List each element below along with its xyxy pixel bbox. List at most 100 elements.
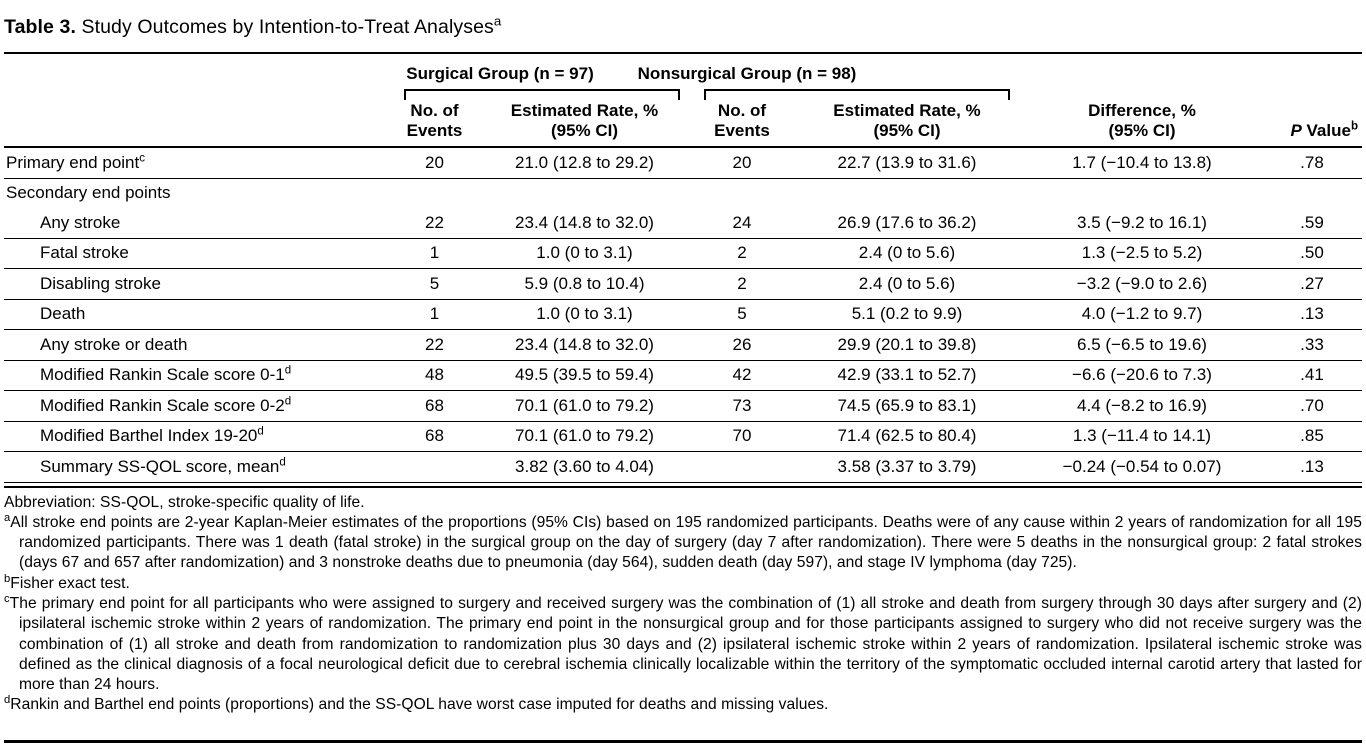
table-row-any-stroke-or-death: Any stroke or death 22 23.4 (14.8 to 32.… — [4, 330, 1362, 361]
p-value-cell: .59 — [1300, 212, 1324, 232]
footnote-c: cThe primary end point for all participa… — [4, 592, 1362, 694]
footnote-a-marker: a — [4, 511, 11, 524]
nonsurgical-events-cell: 2 — [737, 243, 747, 263]
table-title: Table 3. Study Outcomes by Intention-to-… — [4, 0, 1362, 52]
surgical-rate-cell: 5.9 (0.8 to 10.4) — [524, 273, 645, 293]
nonsurgical-events-cell: 42 — [732, 365, 752, 385]
difference-cell: −3.2 (−9.0 to 2.6) — [1076, 273, 1208, 293]
nonsurgical-events-cell: 26 — [732, 334, 752, 354]
col-header-nonsurgical-rate: Estimated Rate, % (95% CI) — [833, 101, 981, 140]
difference-cell: 4.0 (−1.2 to 9.7) — [1081, 304, 1203, 324]
difference-cell: 1.3 (−2.5 to 5.2) — [1081, 243, 1203, 263]
col-header-p-value: P Valueb — [1290, 120, 1358, 140]
difference-cell: −6.6 (−20.6 to 7.3) — [1072, 365, 1212, 385]
surgical-rate-cell: 1.0 (0 to 3.1) — [536, 304, 633, 324]
group-bracket-row — [4, 87, 1362, 100]
footnote-c-marker: c — [4, 592, 10, 605]
footnotes: Abbreviation: SS-QOL, stroke-specific qu… — [4, 490, 1362, 716]
bottom-rule — [4, 740, 1362, 743]
row-label: Modified Rankin Scale score 0-1d — [40, 364, 292, 385]
footnote-d-marker: d — [4, 694, 11, 707]
row-label: Modified Barthel Index 19-20d — [40, 425, 264, 446]
row-footnote-marker: d — [257, 425, 264, 438]
surgical-rate-cell: 49.5 (39.5 to 59.4) — [515, 365, 654, 385]
table-row-rankin-0-2: Modified Rankin Scale score 0-2d 68 70.1… — [4, 391, 1362, 422]
table-row-death: Death 1 1.0 (0 to 3.1) 5 5.1 (0.2 to 9.9… — [4, 300, 1362, 330]
surgical-rate-cell: 23.4 (14.8 to 32.0) — [515, 212, 654, 232]
surgical-rate-cell: 70.1 (61.0 to 79.2) — [515, 395, 654, 415]
surgical-group-bracket — [404, 89, 680, 100]
difference-cell: −0.24 (−0.54 to 0.07) — [1062, 456, 1222, 476]
col-header-difference: Difference, % (95% CI) — [1088, 101, 1196, 140]
p-value-cell: .41 — [1300, 365, 1324, 385]
p-value-cell: .13 — [1300, 456, 1324, 476]
surgical-group-header: Surgical Group (n = 97) — [406, 63, 594, 83]
p-value-cell: .33 — [1300, 334, 1324, 354]
row-label: Modified Rankin Scale score 0-2d — [40, 395, 292, 415]
row-label: Death — [40, 304, 86, 324]
surgical-events-cell: 48 — [425, 365, 444, 385]
row-footnote-marker: d — [284, 364, 292, 377]
column-header-row: No. of Events Estimated Rate, % (95% CI)… — [4, 99, 1362, 148]
surgical-rate-cell: 1.0 (0 to 3.1) — [536, 243, 633, 263]
surgical-events-cell: 68 — [425, 426, 444, 446]
row-label: Fatal stroke — [40, 243, 129, 263]
row-label: Primary end pointc — [6, 152, 146, 172]
difference-cell: 1.7 (−10.4 to 13.8) — [1072, 152, 1212, 172]
difference-cell: 3.5 (−9.2 to 16.1) — [1077, 212, 1207, 232]
table-row-any-stroke: Any stroke 22 23.4 (14.8 to 32.0) 24 26.… — [4, 208, 1362, 239]
row-group-label: Secondary end points — [6, 183, 171, 203]
nonsurgical-rate-cell: 71.4 (62.5 to 80.4) — [837, 426, 977, 446]
top-rule — [4, 52, 1362, 54]
p-value-cell: .78 — [1300, 152, 1324, 172]
surgical-events-cell: 22 — [425, 334, 444, 354]
nonsurgical-events-cell: 73 — [732, 395, 752, 415]
table-number: Table 3. — [4, 16, 76, 38]
difference-cell: 4.4 (−8.2 to 16.9) — [1077, 395, 1207, 415]
nonsurgical-rate-cell: 74.5 (65.9 to 83.1) — [837, 395, 977, 415]
surgical-events-cell: 68 — [425, 395, 444, 415]
nonsurgical-rate-cell: 22.7 (13.9 to 31.6) — [837, 152, 977, 172]
nonsurgical-group-bracket — [704, 89, 1010, 100]
table-row-ssqol: Summary SS-QOL score, meand 3.82 (3.60 t… — [4, 452, 1362, 483]
row-footnote-marker: d — [284, 395, 292, 408]
p-value-footnote-marker: b — [1350, 120, 1358, 133]
p-value-cell: .50 — [1300, 243, 1324, 263]
table-row-rankin-0-1: Modified Rankin Scale score 0-1d 48 49.5… — [4, 361, 1362, 391]
table-row-fatal-stroke: Fatal stroke 1 1.0 (0 to 3.1) 2 2.4 (0 t… — [4, 239, 1362, 269]
row-label: Any stroke — [40, 212, 121, 232]
col-header-nonsurgical-events: No. of Events — [714, 101, 770, 140]
footnote-abbreviation: Abbreviation: SS-QOL, stroke-specific qu… — [4, 493, 365, 511]
nonsurgical-rate-cell: 42.9 (33.1 to 52.7) — [837, 365, 977, 385]
table-title-text: Study Outcomes by Intention-to-Treat Ana… — [75, 16, 494, 38]
row-label: Any stroke or death — [40, 334, 188, 354]
row-label: Summary SS-QOL score, meand — [40, 456, 286, 476]
surgical-rate-cell: 70.1 (61.0 to 79.2) — [515, 426, 654, 446]
surgical-events-cell: 1 — [429, 304, 440, 324]
col-header-surgical-events: No. of Events — [406, 101, 463, 140]
col-header-surgical-rate: Estimated Rate, % (95% CI) — [510, 101, 659, 140]
difference-cell: 1.3 (−11.4 to 14.1) — [1072, 426, 1212, 446]
nonsurgical-events-cell: 24 — [732, 212, 752, 232]
group-header-row: Surgical Group (n = 97) Nonsurgical Grou… — [4, 54, 1362, 87]
nonsurgical-events-cell: 5 — [737, 304, 747, 324]
nonsurgical-events-cell: 2 — [737, 273, 747, 293]
nonsurgical-rate-cell: 29.9 (20.1 to 39.8) — [837, 334, 977, 354]
table-end-rule — [4, 483, 1362, 488]
footnote-b-marker: b — [4, 572, 11, 585]
row-footnote-marker: d — [279, 456, 286, 469]
table-row-barthel-19-20: Modified Barthel Index 19-20d 68 70.1 (6… — [4, 422, 1362, 452]
p-value-cell: .27 — [1300, 273, 1324, 293]
footnote-b: bFisher exact test. — [4, 572, 130, 592]
surgical-events-cell: 22 — [425, 212, 444, 232]
surgical-events-cell: 1 — [429, 243, 440, 263]
surgical-rate-cell: 23.4 (14.8 to 32.0) — [515, 334, 654, 354]
surgical-rate-cell: 3.82 (3.60 to 4.04) — [515, 456, 654, 476]
nonsurgical-rate-cell: 2.4 (0 to 5.6) — [858, 243, 956, 263]
table-title-footnote-marker: a — [493, 13, 502, 29]
table-row-primary-end-point: Primary end pointc 20 21.0 (12.8 to 29.2… — [4, 148, 1362, 179]
p-value-cell: .85 — [1300, 426, 1324, 446]
surgical-events-cell: 5 — [429, 273, 440, 293]
row-footnote-marker: c — [139, 152, 146, 165]
